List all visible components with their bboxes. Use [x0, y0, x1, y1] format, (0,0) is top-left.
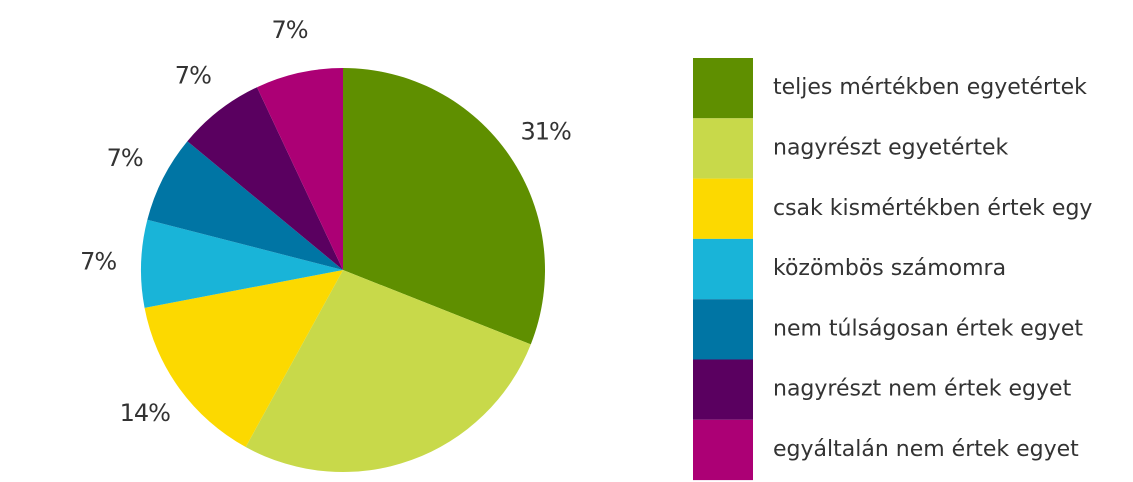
pie-slice	[256, 68, 343, 270]
pie-slice	[144, 270, 343, 448]
pie-slice	[245, 270, 531, 473]
data-label: 31%	[520, 117, 571, 145]
data-label: 7%	[107, 144, 143, 172]
data-label: 7%	[175, 61, 211, 89]
data-label: 14%	[120, 399, 171, 427]
pie-slice	[343, 68, 545, 345]
legend-swatch	[693, 118, 753, 179]
legend-swatch	[693, 359, 753, 420]
legend-swatch	[693, 419, 753, 481]
pie-slice	[187, 87, 343, 270]
legend-label: közömbös számomra	[773, 256, 1006, 281]
legend-swatch	[693, 58, 753, 119]
pie-slice	[147, 141, 343, 270]
pie-slice	[141, 219, 343, 308]
legend-label: nem túlságosan értek egyet	[773, 316, 1083, 341]
legend-label: egyáltalán nem értek egyet	[773, 437, 1079, 462]
legend-label: nagyrészt nem értek egyet	[773, 377, 1072, 402]
legend-swatch	[693, 238, 753, 300]
legend-label: teljes mértékben egyetértek	[773, 75, 1087, 100]
legend-swatch	[693, 299, 753, 360]
data-label: 7%	[272, 16, 308, 44]
legend-swatch	[693, 178, 753, 239]
data-label: 7%	[80, 247, 116, 275]
legend-label: nagyrészt egyetértek	[773, 135, 1009, 160]
legend-label: csak kismértékben értek egy	[773, 196, 1092, 221]
